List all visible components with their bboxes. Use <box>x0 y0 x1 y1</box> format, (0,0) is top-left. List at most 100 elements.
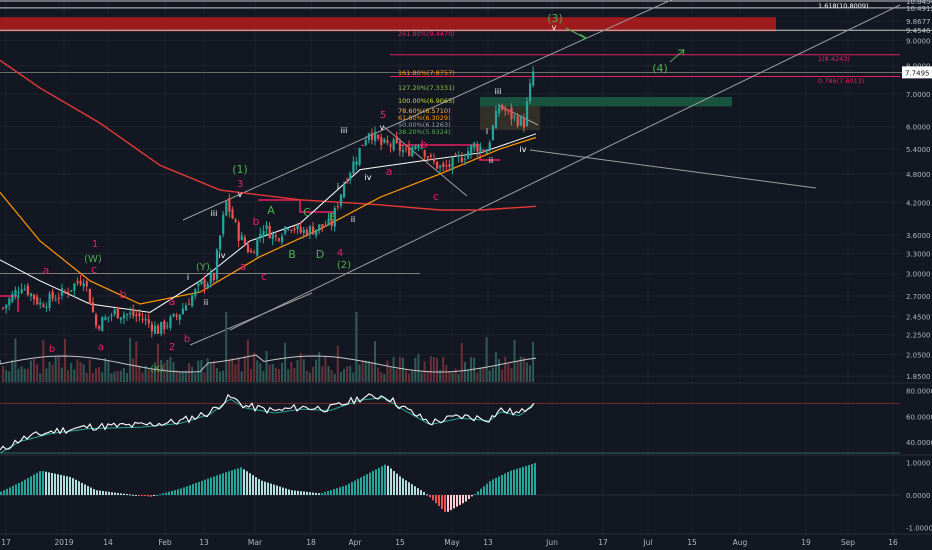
candle-body <box>467 151 470 159</box>
momentum-bar <box>66 476 68 495</box>
wave-label: b <box>421 138 428 151</box>
candle-body <box>104 317 107 320</box>
candle-body <box>8 298 11 306</box>
momentum-bar <box>186 486 188 495</box>
wave-label: iv <box>520 145 527 154</box>
y-tick-label: 3.6000 <box>906 232 931 240</box>
volume-bar <box>250 369 252 382</box>
candle-body <box>287 228 290 230</box>
momentum-bar <box>111 492 113 495</box>
candle-body <box>308 226 312 235</box>
volume-bar <box>51 364 54 382</box>
candle-body <box>386 140 389 143</box>
volume-bar <box>479 367 482 382</box>
candle-body <box>479 147 482 152</box>
momentum-bar <box>261 480 263 495</box>
volume-bar <box>129 338 132 382</box>
candle-body <box>405 148 408 150</box>
momentum-bar <box>414 486 416 495</box>
volume-bar <box>110 373 113 382</box>
momentum-bar <box>363 475 365 495</box>
candle-body <box>29 293 33 297</box>
candle-body <box>525 101 529 127</box>
momentum-bar <box>375 469 377 495</box>
x-tick-label: 13 <box>199 538 209 547</box>
momentum-bar <box>30 476 32 495</box>
candle-body <box>219 235 222 250</box>
momentum-bar <box>330 490 332 495</box>
volume-bar <box>246 339 249 382</box>
momentum-bar <box>201 480 203 495</box>
volume-bar <box>206 358 209 382</box>
momentum-bar <box>321 493 323 495</box>
candle-body <box>126 314 129 316</box>
candle-body <box>191 295 194 307</box>
momentum-bar <box>255 477 257 495</box>
candle-body <box>51 291 54 299</box>
wave-label: 5 <box>380 110 386 121</box>
momentum-bar <box>60 474 62 495</box>
momentum-bar <box>528 465 530 495</box>
candle-body <box>160 321 163 334</box>
volume-bar <box>172 362 175 382</box>
candle-body <box>426 156 429 159</box>
momentum-bar <box>267 482 269 495</box>
candle-body <box>73 283 76 291</box>
momentum-bar <box>123 493 125 495</box>
momentum-bar <box>3 490 5 495</box>
momentum-bar <box>225 472 227 495</box>
candle-body <box>231 209 234 219</box>
volume-bar <box>408 373 411 382</box>
momentum-bar <box>489 481 491 495</box>
candle-body <box>48 293 51 308</box>
candle-body <box>460 157 463 163</box>
volume-bar <box>88 359 91 382</box>
momentum-bar <box>51 473 53 495</box>
candle-body <box>339 194 343 206</box>
ma20-line <box>0 133 537 313</box>
candle-body <box>243 237 246 245</box>
momentum-bar <box>519 467 521 495</box>
candle-body <box>352 161 355 174</box>
momentum-bar <box>471 495 473 497</box>
momentum-bar <box>303 491 305 495</box>
candle-body <box>76 281 79 283</box>
x-tick-label: 18 <box>306 538 316 547</box>
candle-body <box>57 297 60 299</box>
volume-bar <box>429 356 432 382</box>
candle-body <box>318 224 321 231</box>
candle-body <box>54 299 57 301</box>
momentum-bar <box>18 482 20 495</box>
wave-label: a <box>43 264 50 277</box>
candle-body <box>215 250 219 280</box>
volume-bar <box>153 362 156 382</box>
candle-body <box>228 198 231 212</box>
fib-zones <box>0 0 932 275</box>
volume-bar <box>215 367 218 382</box>
candle-body <box>184 305 188 311</box>
candle-body <box>370 132 374 140</box>
momentum-bar <box>297 490 299 495</box>
momentum-bar <box>48 472 50 495</box>
candle-body <box>423 150 426 157</box>
y-tick-label: 2.4500 <box>906 314 931 322</box>
volume-bar <box>113 371 116 382</box>
volume-bar <box>265 351 268 382</box>
candle-body <box>439 165 442 168</box>
volume-bar <box>507 364 510 382</box>
candle-body <box>429 155 432 157</box>
candle-body <box>392 139 395 150</box>
volume-bar <box>2 365 4 382</box>
volume-bar <box>70 362 73 382</box>
volume-bar <box>194 373 197 382</box>
candle-body <box>222 214 225 235</box>
volume-bar <box>234 363 237 382</box>
momentum-bar <box>288 489 290 495</box>
volume-bar <box>5 370 8 382</box>
volume-bar <box>451 372 454 382</box>
candle-body <box>470 145 473 154</box>
x-tick-label: 17 <box>1 538 11 547</box>
momentum-bar <box>45 471 47 495</box>
volume-bar <box>374 341 376 382</box>
